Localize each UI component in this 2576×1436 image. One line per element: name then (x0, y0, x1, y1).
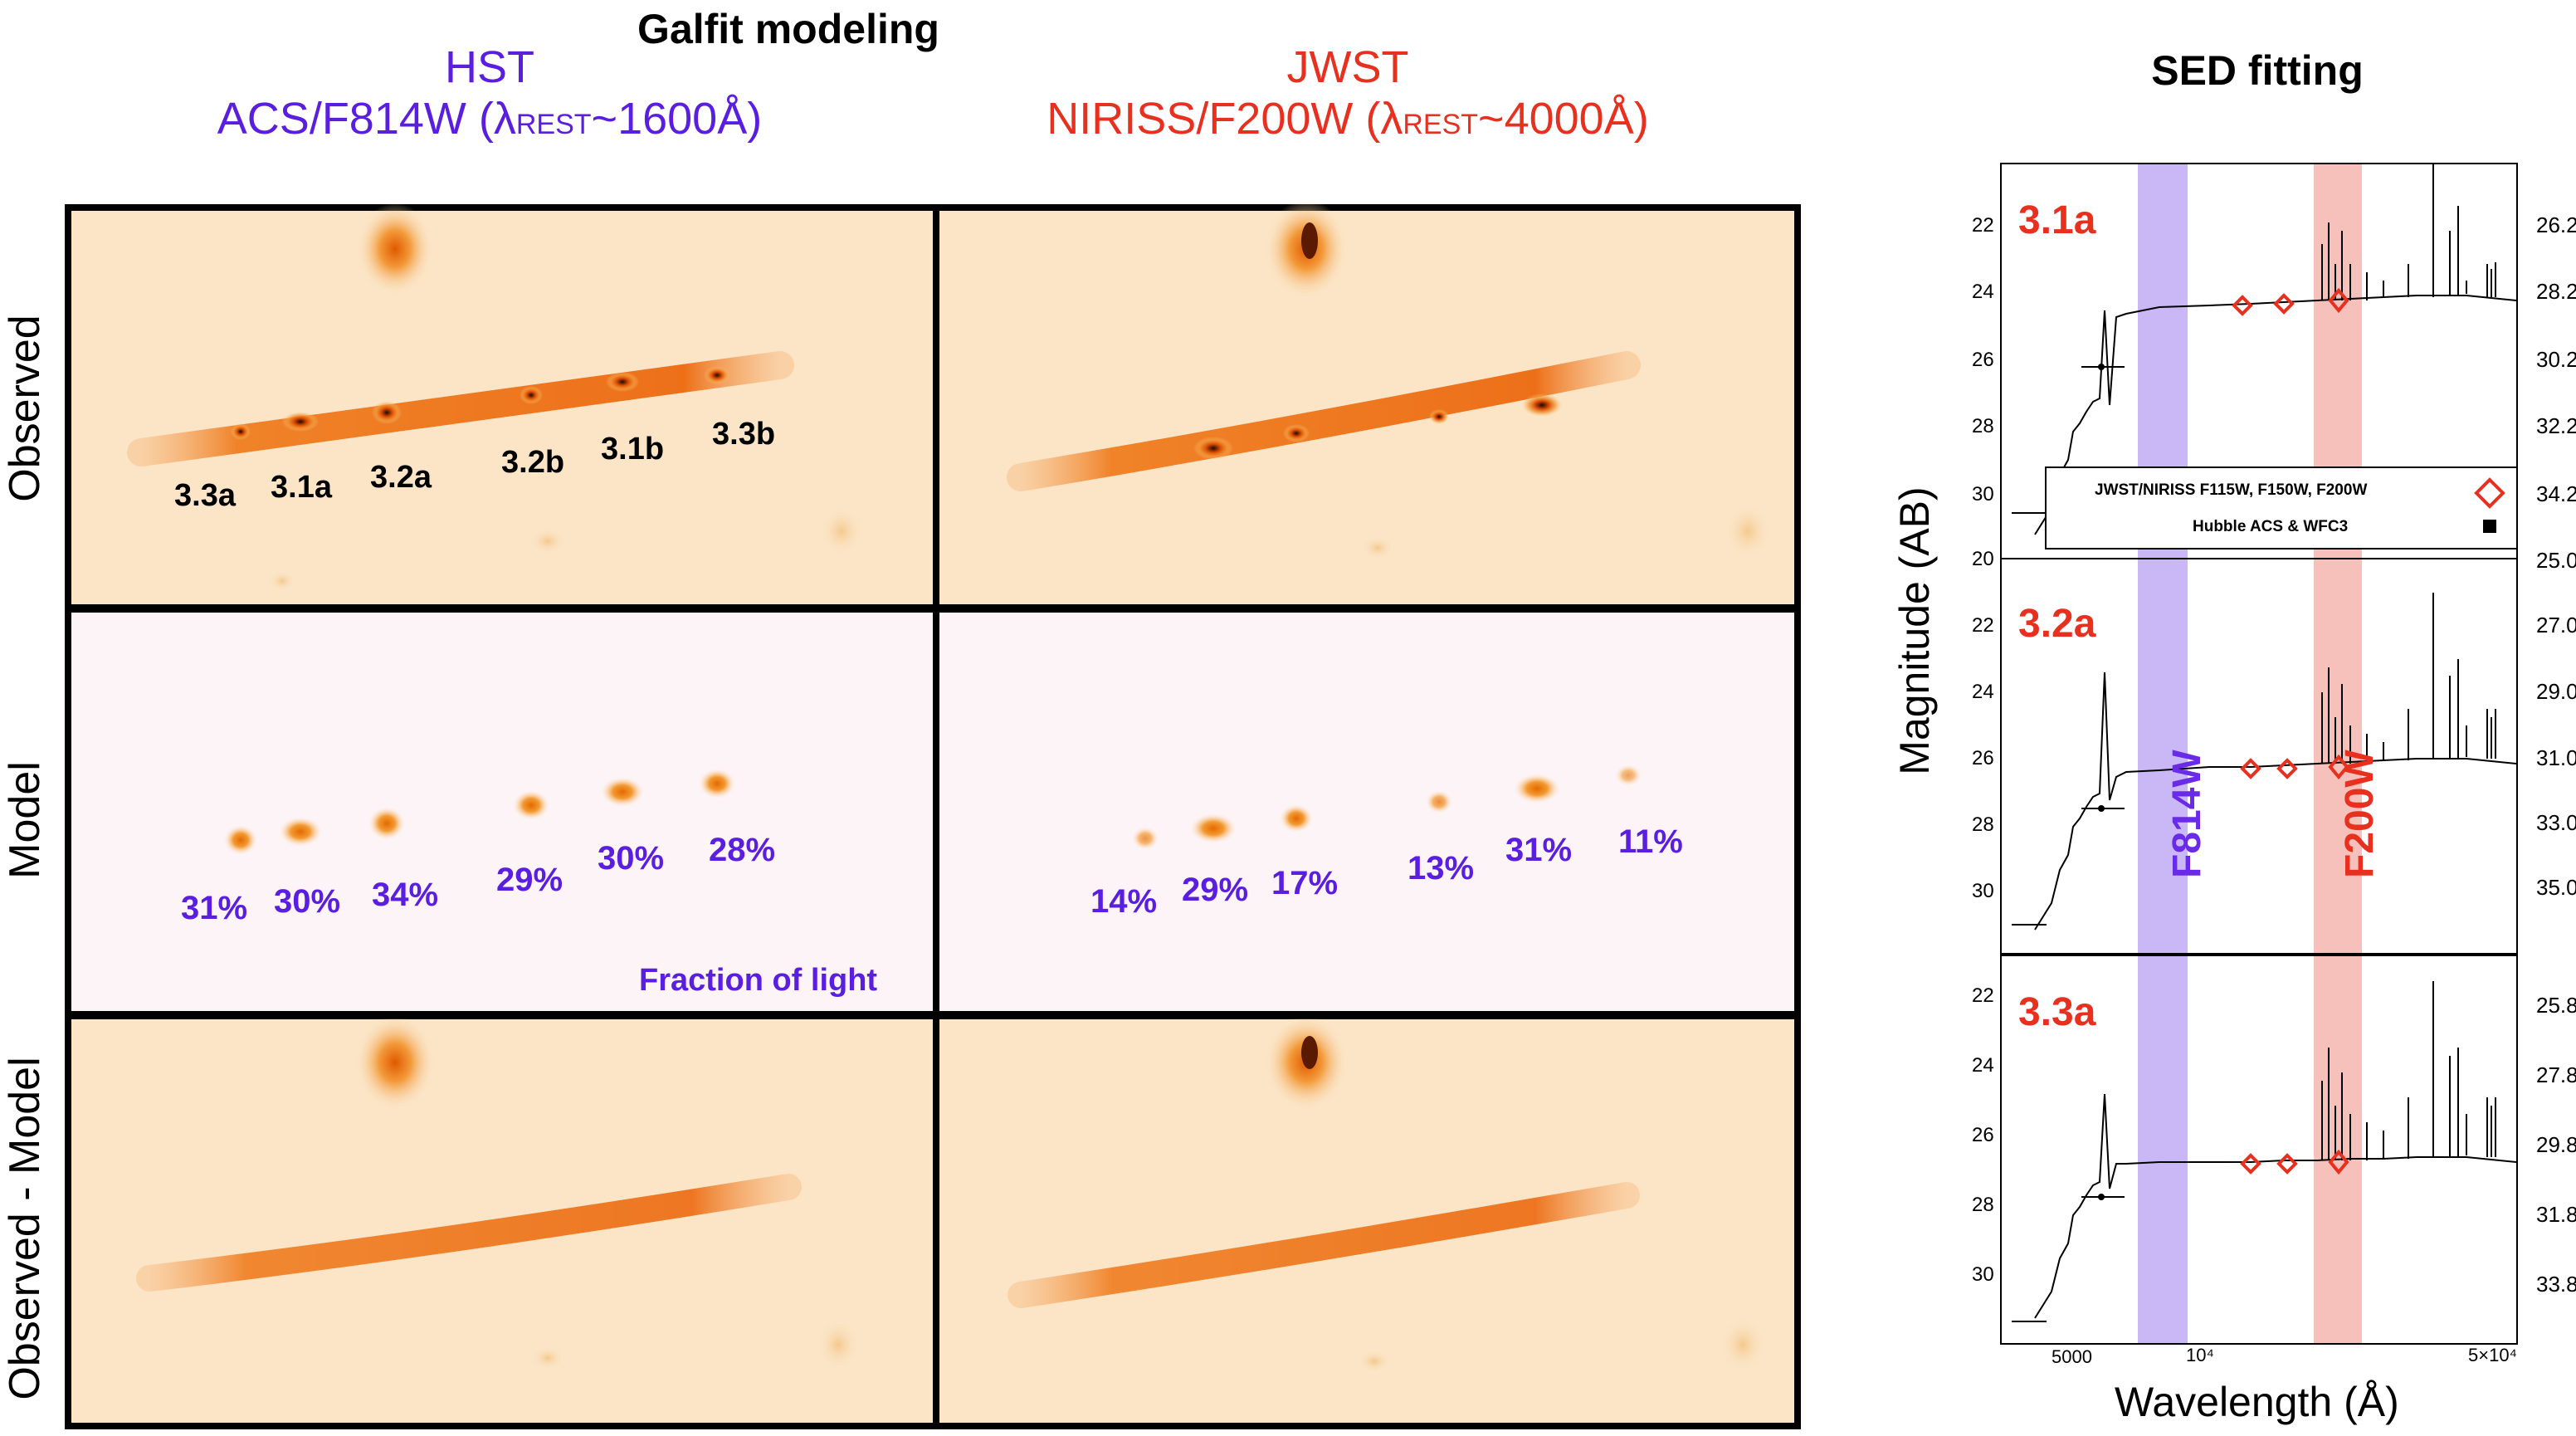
xtick: 5000 (2052, 1346, 2092, 1367)
ytick: 30 (1972, 1263, 1994, 1286)
legend-diamond-icon (2474, 477, 2505, 509)
ytick: 24 (1972, 681, 1994, 703)
ytick: 22 (1972, 984, 1994, 1007)
row-label-model: Model (1, 761, 49, 879)
ytick: 24 (1972, 1054, 1994, 1077)
clump-label: 3.1b (601, 432, 665, 466)
fraction-label: 14% (1090, 883, 1158, 920)
clump-label: 3.2b (501, 445, 565, 480)
yrtick: 33.8 (2536, 1272, 2576, 1297)
galfit-title: Galfit modeling (637, 6, 939, 52)
clump-label: 3.2a (370, 460, 432, 495)
legend-jwst-label: JWST/NIRISS F115W, F150W, F200W (2095, 481, 2368, 499)
fraction-label: 34% (372, 877, 439, 913)
row-label-residual: Observed - Model (1, 1057, 49, 1400)
sed-panel-3-3a: 3.3a 22 24 26 28 30 25.8 27.8 29.8 31.8 … (1972, 955, 2576, 1345)
yrtick: 29.8 (2536, 1132, 2576, 1157)
ytick: 30 (1972, 483, 1994, 506)
ytick: 20 (1972, 548, 1994, 570)
fraction-label: 11% (1618, 823, 1683, 860)
fraction-label: 28% (709, 832, 776, 868)
sed-tag: 3.1a (2018, 198, 2096, 242)
ytick: 22 (1972, 614, 1994, 637)
jwst-header: JWST NIRISS/F200W (λREST~4000Å) (933, 42, 1763, 150)
yrtick: 32.2 (2536, 413, 2576, 438)
row-label-observed: Observed (1, 315, 49, 502)
yrtick: 31.8 (2536, 1202, 2576, 1227)
sed-panel-3-2a: 3.2a 20 22 24 26 28 30 25.0 27.0 29.0 31… (1972, 548, 2576, 955)
yrtick: 25.8 (2536, 993, 2576, 1018)
ytick: 28 (1972, 813, 1994, 836)
ytick: 24 (1972, 281, 1994, 303)
ytick: 22 (1972, 214, 1994, 237)
ytick: 28 (1972, 1194, 1994, 1216)
fraction-label: 29% (496, 862, 564, 898)
fraction-label: 17% (1271, 865, 1339, 901)
ytick: 28 (1972, 415, 1994, 437)
yrtick: 25.0 (2536, 548, 2576, 573)
galfit-image-grid (65, 204, 1801, 1429)
hst-name: HST (445, 42, 534, 92)
fraction-label: 31% (1505, 832, 1573, 868)
yrtick: 30.2 (2536, 347, 2576, 372)
sed-plot-3-3a (2012, 956, 2517, 1343)
band-label-f200w: F200W (2338, 750, 2382, 878)
fraction-label: 30% (598, 840, 665, 877)
fraction-label: 31% (181, 890, 248, 926)
fraction-label: 29% (1182, 872, 1249, 908)
yrtick: 35.0 (2536, 875, 2576, 900)
sed-ylabel: Magnitude (AB) (1891, 486, 1938, 775)
yrtick: 33.0 (2536, 810, 2576, 835)
hst-filter: ACS/F814W (λREST~1600Å) (217, 94, 763, 144)
yrtick: 31.0 (2536, 745, 2576, 770)
xtick: 5×10⁴ (2468, 1345, 2518, 1365)
ytick: 26 (1972, 349, 1994, 371)
jwst-name: JWST (1286, 42, 1409, 92)
ytick: 26 (1972, 1124, 1994, 1146)
yrtick: 26.2 (2536, 212, 2576, 237)
sed-tag: 3.2a (2018, 602, 2096, 646)
sed-tag: 3.3a (2018, 990, 2096, 1034)
jwst-filter: NIRISS/F200W (λREST~4000Å) (1046, 94, 1649, 144)
hst-header: HST ACS/F814W (λREST~1600Å) (75, 42, 905, 150)
fraction-of-light-caption: Fraction of light (639, 963, 878, 998)
yrtick: 29.0 (2536, 679, 2576, 704)
band-label-f814w: F814W (2165, 750, 2209, 878)
fraction-label: 13% (1408, 850, 1475, 887)
sed-title: SED fitting (2151, 47, 2364, 94)
legend-hubble-label: Hubble ACS & WFC3 (2193, 518, 2349, 535)
sed-plot-3-2a (2012, 559, 2517, 953)
ytick: 30 (1972, 880, 1994, 902)
fraction-label: 30% (274, 883, 341, 920)
yrtick: 34.2 (2536, 481, 2576, 506)
ytick: 26 (1972, 747, 1994, 769)
yrtick: 27.0 (2536, 613, 2576, 637)
xtick: 10⁴ (2186, 1345, 2214, 1365)
sed-legend: JWST/NIRISS F115W, F150W, F200W Hubble A… (2045, 466, 2518, 549)
sed-xlabel: Wavelength (Å) (2115, 1379, 2399, 1425)
clump-label: 3.1a (271, 470, 332, 505)
yrtick: 28.2 (2536, 279, 2576, 304)
clump-label: 3.3b (712, 417, 776, 452)
legend-square-icon (2483, 520, 2496, 533)
yrtick: 27.8 (2536, 1062, 2576, 1087)
clump-label: 3.3a (174, 478, 236, 513)
